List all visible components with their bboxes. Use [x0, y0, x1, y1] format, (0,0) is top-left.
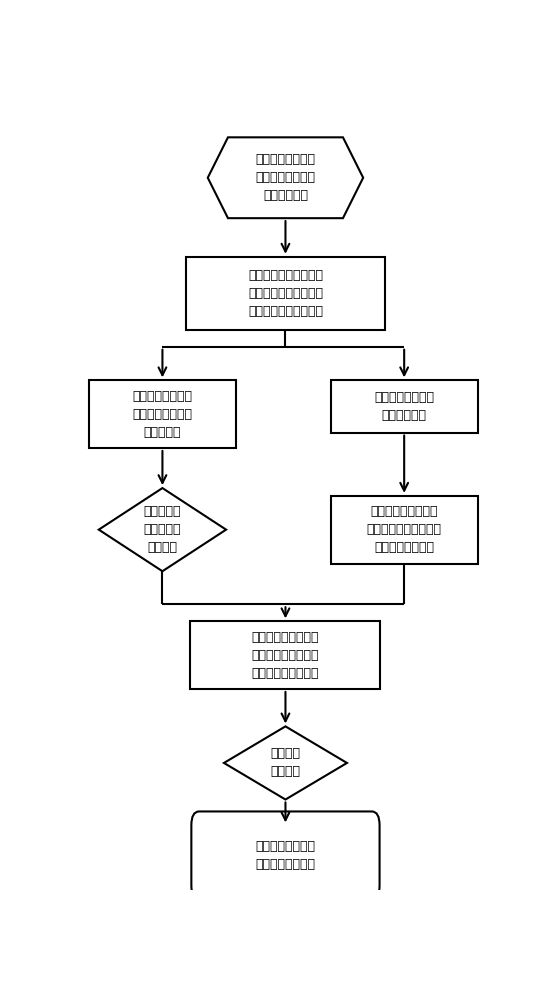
Text: 对可编程交流电子
负载进行参数设定
并投入运行: 对可编程交流电子 负载进行参数设定 并投入运行: [133, 390, 192, 439]
Text: 一组高精度热电偶分
别与一组开关触点、一
组母排连接点连接: 一组高精度热电偶分 别与一组开关触点、一 组母排连接点连接: [367, 505, 442, 554]
Text: 智能温度巡检仪和一
组高精度热电偶实时
测量温度数据并记录: 智能温度巡检仪和一 组高精度热电偶实时 测量温度数据并记录: [252, 631, 319, 680]
Bar: [190, 621, 380, 689]
Text: 将被测低压成套开关设
备的一个主开关和一组
分支电路开关投入运行: 将被测低压成套开关设 备的一个主开关和一组 分支电路开关投入运行: [248, 269, 323, 318]
Text: 电子负载的
电流是否达
到预设值: 电子负载的 电流是否达 到预设值: [144, 505, 181, 554]
Text: 温度是否
到达稳态: 温度是否 到达稳态: [271, 747, 300, 778]
Bar: [331, 380, 477, 433]
Polygon shape: [208, 137, 363, 218]
Text: 数据发送到远程控
制电脑，完成测试: 数据发送到远程控 制电脑，完成测试: [256, 840, 315, 871]
Text: 对智能温度巡检仪
进行参数设定: 对智能温度巡检仪 进行参数设定: [374, 391, 434, 422]
Bar: [331, 496, 477, 564]
FancyBboxPatch shape: [192, 811, 379, 899]
Polygon shape: [99, 488, 226, 571]
Text: 程控交流稳压电源
启动并输出一个恒
定的交流电压: 程控交流稳压电源 启动并输出一个恒 定的交流电压: [256, 153, 315, 202]
Bar: [186, 257, 385, 330]
Polygon shape: [224, 726, 347, 800]
Bar: [89, 380, 236, 448]
